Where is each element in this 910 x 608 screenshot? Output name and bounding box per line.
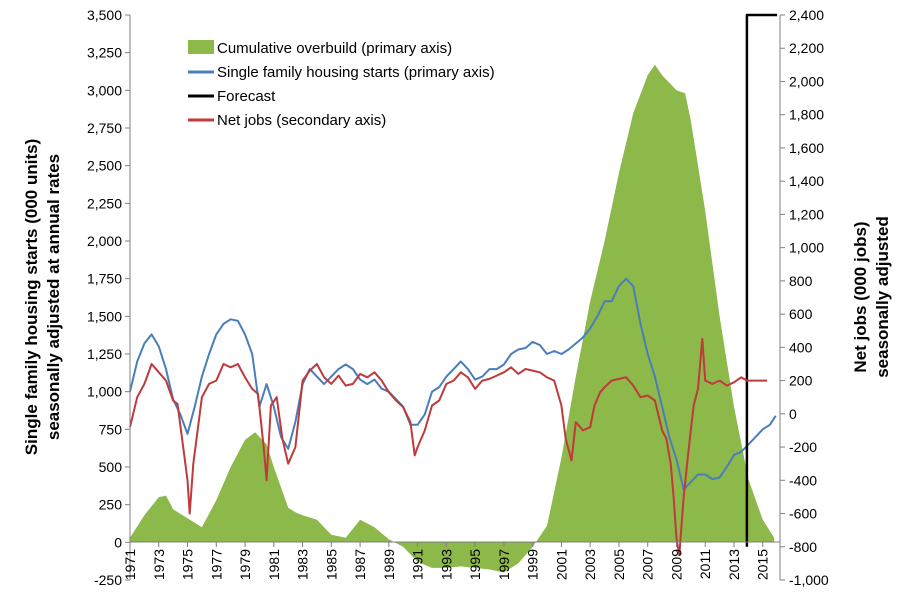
primary-y-tick-label: 1,750 <box>87 271 122 287</box>
primary-y-tick-label: 3,250 <box>87 45 122 61</box>
primary-y-tick-label: 2,250 <box>87 195 122 211</box>
x-tick-label: 2005 <box>611 549 627 580</box>
axes-layer <box>129 15 781 580</box>
primary-y-tick-label: 500 <box>99 459 123 475</box>
x-tick-label: 1975 <box>180 549 196 580</box>
axis-title-line: Net jobs (000 jobs) <box>851 221 870 372</box>
x-tick-label: 1977 <box>208 549 224 580</box>
primary-y-tick-label: 750 <box>99 421 123 437</box>
single-family-housing-starts-line <box>129 277 777 491</box>
x-tick-label: 1989 <box>381 549 397 580</box>
secondary-y-tick-label: 1,000 <box>789 240 824 256</box>
secondary-y-axis-title: Net jobs (000 jobs) seasonally adjusted <box>851 216 892 378</box>
primary-y-tick-label: 2,500 <box>87 158 122 174</box>
secondary-y-tick-label: 200 <box>789 373 813 389</box>
legend-label-forecast: Forecast <box>217 88 276 105</box>
x-tick-label: 1973 <box>151 549 167 580</box>
legend: Cumulative overbuild (primary axis) Singl… <box>188 40 495 129</box>
secondary-y-tick-label: 1,800 <box>789 107 824 123</box>
axis-title-line: seasonally adjusted at annual rates <box>44 154 63 440</box>
secondary-y-tick-label: 1,200 <box>789 206 824 222</box>
net-jobs-line <box>129 338 768 557</box>
primary-y-tick-label: 0 <box>114 534 122 550</box>
primary-y-axis-title: Single family housing starts (000 units)… <box>22 139 63 455</box>
x-tick-label: 1971 <box>122 549 138 580</box>
secondary-y-tick-label: 2,200 <box>789 40 824 56</box>
axis-title-line: Single family housing starts (000 units) <box>22 139 41 455</box>
x-tick-label: 1995 <box>467 549 483 580</box>
series-lines-layer <box>129 13 778 557</box>
secondary-y-tick-label: 400 <box>789 339 813 355</box>
secondary-y-tick-label: -400 <box>789 472 817 488</box>
x-tick-label: 1987 <box>352 549 368 580</box>
secondary-y-tick-label: -1,000 <box>789 572 829 588</box>
secondary-y-tick-label: 1,400 <box>789 173 824 189</box>
x-tick-label: 1985 <box>323 549 339 580</box>
x-tick-label: 1997 <box>496 549 512 580</box>
x-tick-label: 1991 <box>410 549 426 580</box>
legend-label-net-jobs: Net jobs (secondary axis) <box>217 112 386 129</box>
legend-label-cumulative-overbuild: Cumulative overbuild (primary axis) <box>217 40 452 57</box>
x-tick-label: 2013 <box>726 549 742 580</box>
x-tick-label: 2003 <box>582 549 598 580</box>
x-tick-label: 1979 <box>237 549 253 580</box>
x-tick-label: 1983 <box>295 549 311 580</box>
secondary-y-tick-label: 2,400 <box>789 7 824 23</box>
primary-y-tick-label: 2,000 <box>87 233 122 249</box>
primary-y-tick-label: -250 <box>94 572 122 588</box>
legend-label-single-family-housing-starts: Single family housing starts (primary ax… <box>217 64 495 81</box>
secondary-y-tick-label: 2,000 <box>789 73 824 89</box>
x-tick-label: 1981 <box>266 549 282 580</box>
secondary-y-tick-label: 1,600 <box>789 140 824 156</box>
primary-y-tick-label: 1,000 <box>87 384 122 400</box>
axis-title-line: seasonally adjusted <box>873 216 892 378</box>
secondary-y-tick-label: 600 <box>789 306 813 322</box>
x-tick-label: 1999 <box>525 549 541 580</box>
secondary-y-tick-label: -600 <box>789 506 817 522</box>
overbuild-area-layer <box>130 64 775 573</box>
x-tick-label: 2007 <box>640 549 656 580</box>
primary-y-tick-label: 250 <box>99 497 123 513</box>
cumulative-overbuild-area <box>130 64 775 573</box>
legend-swatch-cumulative-overbuild <box>188 40 214 54</box>
x-tick-label: 1993 <box>438 549 454 580</box>
secondary-y-tick-label: -200 <box>789 439 817 455</box>
primary-y-tick-label: 3,000 <box>87 82 122 98</box>
x-tick-label: 2001 <box>553 549 569 580</box>
forecast-line <box>745 13 778 547</box>
x-tick-label: 2011 <box>697 549 713 579</box>
primary-y-tick-label: 3,500 <box>87 7 122 23</box>
secondary-y-tick-label: 0 <box>789 406 797 422</box>
primary-y-tick-label: 1,250 <box>87 346 122 362</box>
primary-y-tick-label: 1,500 <box>87 308 122 324</box>
secondary-y-tick-label: 800 <box>789 273 813 289</box>
x-tick-label: 2009 <box>669 549 685 580</box>
primary-y-tick-label: 2,750 <box>87 120 122 136</box>
secondary-y-tick-label: -800 <box>789 539 817 555</box>
ticks-layer: -250 0 250 500 750 1,000 1,250 1,500 1,750 2,000 2… <box>87 7 829 588</box>
x-tick-label: 2015 <box>755 549 771 580</box>
